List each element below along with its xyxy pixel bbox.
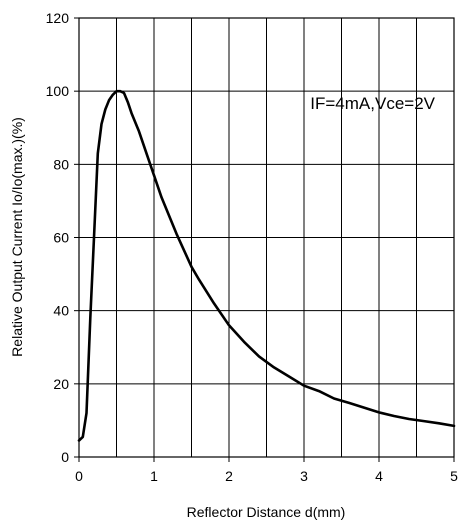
- x-tick-label: 0: [75, 468, 83, 484]
- grid: [79, 18, 454, 457]
- y-tick-label: 60: [53, 230, 69, 246]
- y-tick-labels: 0 20 40 60 80 100 120: [46, 10, 70, 465]
- y-tick-label: 40: [53, 303, 69, 319]
- x-tick-label: 1: [150, 468, 158, 484]
- y-tick-label: 20: [53, 376, 69, 392]
- tick-marks: [74, 17, 455, 462]
- condition-annotation: IF=4mA,Vce=2V: [310, 94, 435, 113]
- y-tick-label: 80: [53, 156, 69, 172]
- x-tick-label: 5: [450, 468, 458, 484]
- x-tick-labels: 0 1 2 3 4 5: [75, 468, 458, 484]
- x-tick-label: 3: [300, 468, 308, 484]
- y-tick-label: 100: [46, 83, 70, 99]
- series-line: [77, 89, 456, 442]
- series-layer: [77, 89, 456, 442]
- x-axis-title: Reflector Distance d(mm): [187, 504, 346, 520]
- y-axis-title: Relative Output Current Io/Io(max.)(%): [9, 117, 25, 357]
- x-tick-label: 2: [225, 468, 233, 484]
- y-tick-label: 120: [46, 10, 70, 26]
- x-tick-label: 4: [375, 468, 383, 484]
- y-tick-label: 0: [61, 449, 69, 465]
